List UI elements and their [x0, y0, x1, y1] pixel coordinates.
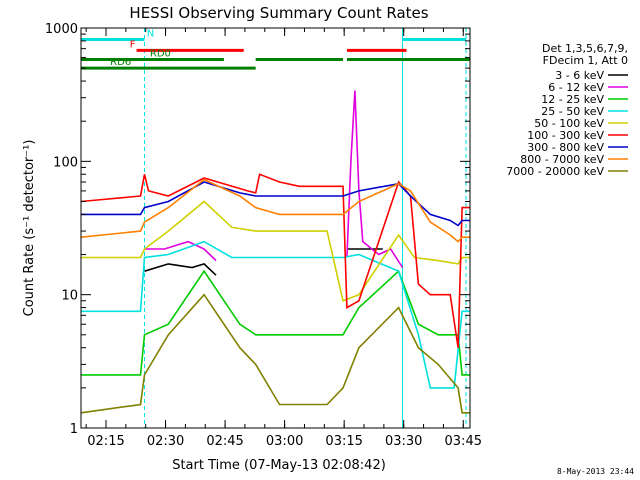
- legend-label-4: 50 - 100 keV: [534, 117, 604, 130]
- x-tick-label-0: 02:15: [87, 434, 124, 449]
- series-line-2-0: [81, 269, 470, 376]
- footer-timestamp: 8-May-2013 23:44: [556, 467, 634, 476]
- legend-label-6: 300 - 800 keV: [527, 141, 604, 154]
- series-line-8-0: [80, 293, 470, 414]
- series-line-4-0: [81, 200, 470, 302]
- y-tick-label-0: 1: [70, 422, 78, 437]
- legend-header-1: FDecim 1, Att 0: [543, 54, 628, 67]
- y-tick-label-3: 1000: [45, 22, 78, 37]
- x-tick-label-1: 02:30: [147, 434, 184, 449]
- series-line-3-0: [81, 240, 470, 389]
- chart-title: HESSI Observing Summary Count Rates: [129, 4, 428, 22]
- series-line-7-0: [80, 178, 470, 243]
- series-line-1-0: [144, 240, 217, 262]
- y-tick-label-2: 100: [53, 155, 78, 170]
- legend-label-8: 7000 - 20000 keV: [506, 165, 604, 178]
- legend-label-3: 25 - 50 keV: [541, 105, 604, 118]
- legend: Det 1,3,5,6,7,9,FDecim 1, Att 0 3 - 6 keV…: [506, 42, 628, 178]
- legend-label-7: 800 - 7000 keV: [520, 153, 604, 166]
- x-tick-label-3: 03:00: [266, 434, 303, 449]
- series-line-6-0: [81, 181, 470, 227]
- series-line-5-0: [80, 173, 470, 348]
- x-tick-label-5: 03:30: [385, 434, 422, 449]
- legend-label-5: 100 - 300 keV: [527, 129, 604, 142]
- flag-label-0: N: [147, 28, 154, 39]
- x-tick-label-6: 03:45: [445, 434, 482, 449]
- legend-label-0: 3 - 6 keV: [555, 69, 604, 82]
- series-line-0-0: [144, 263, 217, 276]
- legend-label-2: 12 - 25 keV: [541, 93, 604, 106]
- x-tick-label-2: 02:45: [206, 434, 243, 449]
- legend-header-0: Det 1,3,5,6,7,9,: [542, 42, 628, 55]
- y-tick-label-1: 10: [61, 289, 78, 304]
- axes-layer: 1 10 100 1000 02:15 02:30 02:45 03:00 03:15 03:30…: [45, 22, 482, 449]
- x-axis-label: Start Time (07-May-13 02:08:42): [172, 458, 386, 473]
- plot-frame: [80, 27, 471, 429]
- chart-series-layer: NF RD0 RD6: [80, 28, 470, 428]
- x-tick-label-4: 03:15: [325, 434, 362, 449]
- flag-label-1: F: [130, 39, 136, 50]
- legend-label-1: 6 - 12 keV: [548, 81, 604, 94]
- flag-label-3: RD6: [110, 57, 131, 68]
- y-axis-label: Count Rate (s⁻¹ detector⁻¹): [22, 140, 37, 317]
- flag-label-2: RD0: [150, 49, 171, 60]
